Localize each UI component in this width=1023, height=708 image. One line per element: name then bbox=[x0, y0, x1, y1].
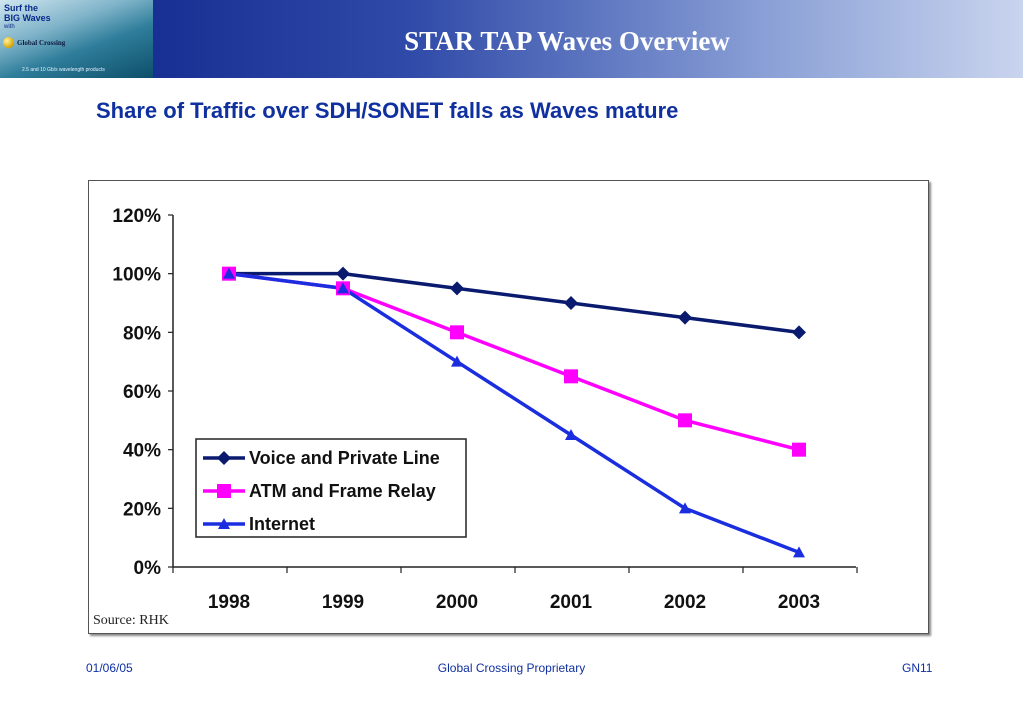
title-bar: Surf the BIG Waves with Global Crossing … bbox=[0, 0, 1023, 78]
legend-marker bbox=[217, 451, 231, 465]
slide-subtitle: Share of Traffic over SDH/SONET falls as… bbox=[96, 98, 679, 123]
legend bbox=[195, 438, 467, 538]
logo-line-2: BIG Waves bbox=[4, 13, 51, 23]
data-point-series-3 bbox=[223, 267, 235, 279]
data-point-series-2 bbox=[792, 442, 806, 457]
footer-proprietary: Global Crossing Proprietary bbox=[437, 661, 586, 675]
legend-marker bbox=[218, 518, 230, 529]
x-tick-label: 1998 bbox=[208, 592, 250, 613]
y-tick-label: 0% bbox=[134, 558, 162, 579]
chart-frame: 0% 20% 40% 60% 80% 100% 120% 1998 1999 2000 2001 20… bbox=[88, 180, 929, 634]
surf-the-big-waves-logo: Surf the BIG Waves with Global Crossing … bbox=[0, 0, 153, 78]
data-point-series-3 bbox=[679, 502, 691, 514]
x-tick-label: 2001 bbox=[550, 592, 593, 613]
y-tick-label: 40% bbox=[123, 441, 161, 462]
data-point-series-3 bbox=[793, 546, 805, 558]
legend-label: Voice and Private Line bbox=[249, 448, 440, 468]
data-point-series-1 bbox=[792, 325, 806, 340]
y-tick-label: 60% bbox=[123, 382, 161, 403]
series-line-2 bbox=[228, 271, 800, 452]
x-tick-label: 2000 bbox=[436, 592, 478, 613]
global-crossing-globe-icon bbox=[3, 37, 14, 48]
data-point-series-1 bbox=[678, 310, 692, 325]
data-point-series-1 bbox=[564, 296, 578, 310]
footer-page-number: GN11 bbox=[902, 661, 933, 675]
data-point-series-2 bbox=[450, 325, 464, 340]
legend-label: Internet bbox=[249, 514, 315, 534]
data-point-series-1 bbox=[450, 281, 464, 296]
y-tick-label: 100% bbox=[112, 265, 161, 286]
data-point-series-3 bbox=[565, 429, 577, 440]
legend-marker bbox=[217, 484, 231, 498]
x-tick-label: 1999 bbox=[322, 592, 364, 613]
x-tick-label: 2002 bbox=[664, 592, 706, 613]
legend-label: ATM and Frame Relay bbox=[249, 481, 436, 501]
slide-title: STAR TAP Waves Overview bbox=[404, 26, 730, 56]
series-line-1 bbox=[229, 271, 800, 335]
logo-line-1: Surf the bbox=[4, 3, 39, 13]
source-note: Source: RHK bbox=[93, 613, 169, 628]
logo-line-5: 2.5 and 10 Gb/s wavelength products bbox=[22, 67, 105, 73]
logo-line-4: Global Crossing bbox=[17, 39, 66, 47]
data-point-series-3 bbox=[451, 355, 463, 367]
data-point-series-2 bbox=[564, 369, 578, 384]
line-chart: 0% 20% 40% 60% 80% 100% 120% 1998 1999 2000 2001 20… bbox=[93, 206, 858, 628]
logo-line-3: with bbox=[4, 24, 15, 30]
y-tick-label: 80% bbox=[123, 323, 161, 344]
data-point-series-1 bbox=[336, 266, 350, 281]
data-point-series-2 bbox=[678, 413, 692, 428]
y-tick-label: 20% bbox=[123, 499, 161, 520]
y-tick-label: 120% bbox=[112, 206, 161, 227]
footer-date: 01/06/05 bbox=[86, 661, 133, 675]
data-point-series-3 bbox=[337, 282, 349, 294]
series-line-3 bbox=[228, 271, 800, 554]
x-tick-label: 2003 bbox=[778, 592, 820, 613]
